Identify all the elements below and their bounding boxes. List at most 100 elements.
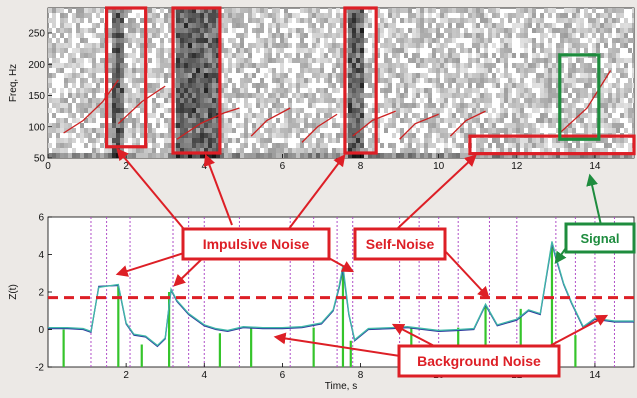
- spectrogram-cell: [240, 23, 244, 28]
- spectrogram-cell: [460, 13, 464, 18]
- spectrogram-cell: [84, 38, 88, 43]
- spectrogram-cell: [560, 48, 564, 53]
- spectrogram-cell: [92, 98, 96, 103]
- spectrogram-cell: [360, 58, 364, 63]
- spectrogram-cell: [456, 33, 460, 38]
- spectrogram-cell: [416, 148, 420, 153]
- spectrogram-cell: [592, 43, 596, 48]
- spectrogram-cell: [316, 43, 320, 48]
- spectrogram-cell: [316, 8, 320, 13]
- spectrogram-cell: [616, 128, 620, 133]
- spectrogram-cell: [256, 113, 260, 118]
- spectrogram-cell: [128, 133, 132, 138]
- spectrogram-cell: [612, 23, 616, 28]
- spectrogram-cell: [484, 138, 488, 143]
- spectrogram-cell: [112, 98, 116, 103]
- spectrogram-cell: [232, 63, 236, 68]
- spectrogram-cell: [352, 58, 356, 63]
- spectrogram-cell: [120, 123, 124, 128]
- spectrogram-cell: [484, 73, 488, 78]
- spectrogram-cell: [204, 148, 208, 153]
- spectrogram-cell: [256, 148, 260, 153]
- spectrogram-cell: [272, 93, 276, 98]
- spectrogram-cell: [132, 123, 136, 128]
- spectrogram-cell: [408, 8, 412, 13]
- spectrogram-cell: [136, 98, 140, 103]
- spectrogram-cell: [500, 53, 504, 58]
- spectrogram-cell: [64, 43, 68, 48]
- spectrogram-cell: [156, 123, 160, 128]
- spectrogram-cell: [596, 153, 600, 158]
- spectrogram-cell: [612, 48, 616, 53]
- spectrogram-cell: [284, 38, 288, 43]
- spectrogram-cell: [608, 23, 612, 28]
- spectrogram-cell: [240, 8, 244, 13]
- spectrogram-cell: [92, 103, 96, 108]
- spectrogram-cell: [368, 138, 372, 143]
- spectrogram-cell: [476, 43, 480, 48]
- spectrogram-cell: [444, 93, 448, 98]
- spectrogram-cell: [360, 108, 364, 113]
- spectrogram-cell: [80, 133, 84, 138]
- spectrogram-cell: [116, 118, 120, 123]
- spectrogram-cell: [448, 153, 452, 158]
- spectrogram-cell: [524, 103, 528, 108]
- spectrogram-cell: [532, 18, 536, 23]
- spectrogram-cell: [176, 33, 180, 38]
- spectrogram-cell: [288, 58, 292, 63]
- spectrogram-cell: [540, 88, 544, 93]
- spectrogram-cell: [560, 123, 564, 128]
- spectrogram-cell: [436, 108, 440, 113]
- spectrogram-cell: [240, 13, 244, 18]
- spectrogram-cell: [336, 98, 340, 103]
- spectrogram-cell: [332, 123, 336, 128]
- spectrogram-cell: [212, 113, 216, 118]
- spectrogram-cell: [120, 43, 124, 48]
- spectrogram-cell: [60, 63, 64, 68]
- spectrogram-cell: [444, 78, 448, 83]
- spectrogram-cell: [588, 18, 592, 23]
- spectrogram-cell: [512, 118, 516, 123]
- spectrogram-cell: [200, 73, 204, 78]
- spectrogram-cell: [532, 103, 536, 108]
- spectrogram-cell: [452, 18, 456, 23]
- spectrogram-cell: [428, 143, 432, 148]
- spectrogram-cell: [312, 13, 316, 18]
- spectrogram-cell: [216, 83, 220, 88]
- spectrogram-cell: [440, 83, 444, 88]
- spectrogram-cell: [60, 88, 64, 93]
- callout-box: [468, 134, 636, 156]
- spectrogram-cell: [244, 23, 248, 28]
- spectrogram-cell: [216, 133, 220, 138]
- spectrogram-cell: [60, 43, 64, 48]
- spectrogram-cell: [52, 113, 56, 118]
- spectrogram-cell: [464, 63, 468, 68]
- spectrogram-cell: [360, 103, 364, 108]
- spectrogram-cell: [272, 23, 276, 28]
- spectrogram-cell: [168, 108, 172, 113]
- spectrogram-cell: [416, 93, 420, 98]
- spectrogram-cell: [540, 98, 544, 103]
- spectrogram-cell: [584, 13, 588, 18]
- spectrogram-cell: [424, 153, 428, 158]
- spectrogram-cell: [508, 93, 512, 98]
- spectrogram-cell: [300, 108, 304, 113]
- spectrogram-cell: [184, 133, 188, 138]
- spectrogram-cell: [452, 63, 456, 68]
- spectrogram-cell: [200, 63, 204, 68]
- spectrogram-cell: [432, 108, 436, 113]
- spectrogram-cell: [296, 113, 300, 118]
- spectrogram-cell: [120, 73, 124, 78]
- spectrogram-cell: [380, 143, 384, 148]
- spectrogram-cell: [452, 8, 456, 13]
- spectrogram-cell: [556, 128, 560, 133]
- spectrogram-cell: [52, 23, 56, 28]
- spectrogram-cell: [316, 73, 320, 78]
- spectrogram-cell: [348, 83, 352, 88]
- spectrogram-cell: [140, 93, 144, 98]
- spectrogram-cell: [80, 123, 84, 128]
- spectrogram-cell: [544, 48, 548, 53]
- spectrogram-cell: [400, 133, 404, 138]
- spectrogram-cell: [88, 138, 92, 143]
- spectrogram-cell: [360, 43, 364, 48]
